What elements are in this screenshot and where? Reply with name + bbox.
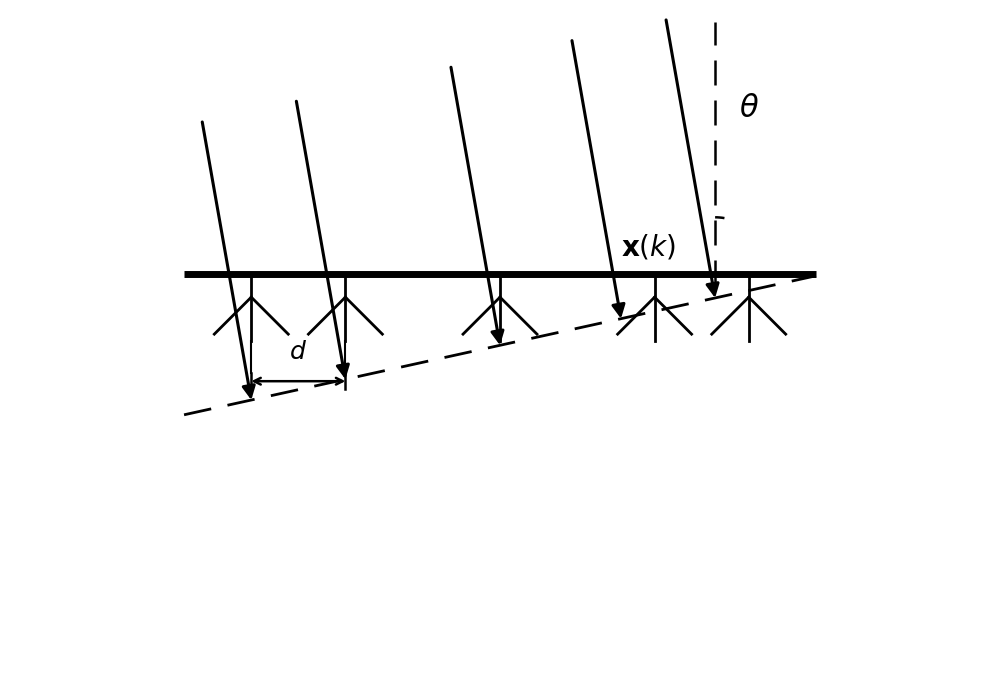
Text: $\theta$: $\theta$: [739, 93, 759, 124]
Text: $\mathbf{x}(k)$: $\mathbf{x}(k)$: [621, 232, 676, 261]
Text: $d$: $d$: [289, 342, 307, 365]
